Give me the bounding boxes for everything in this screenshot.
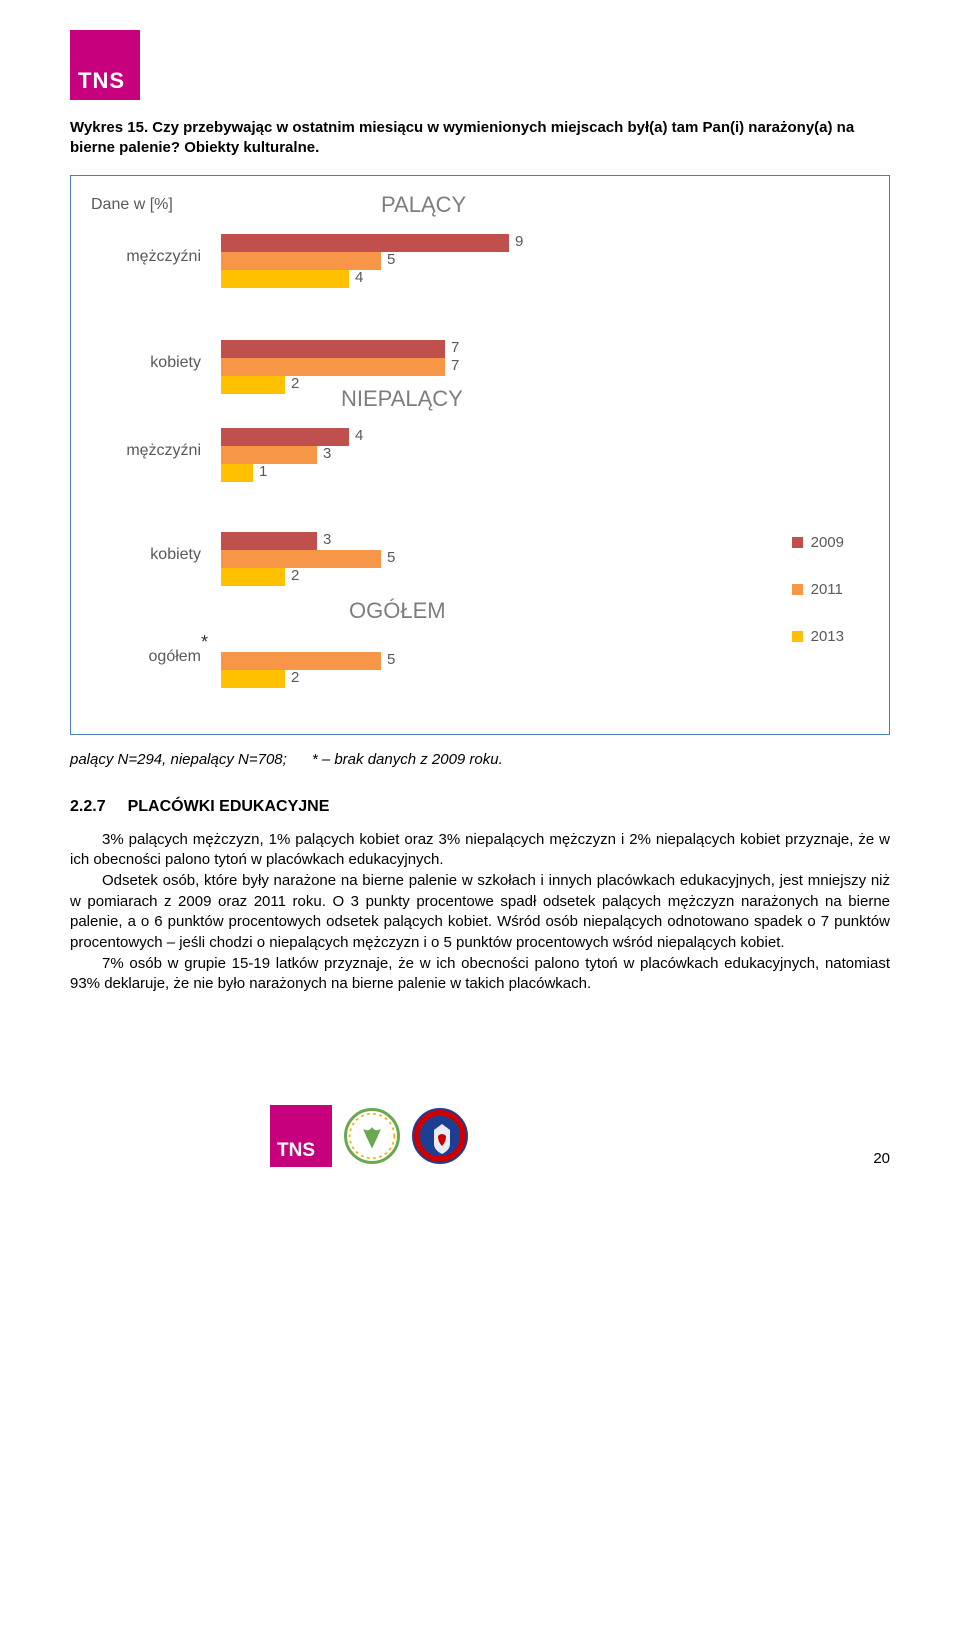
bar-fill (221, 252, 381, 270)
bar-fill (221, 234, 509, 252)
tns-logo: TNS (70, 30, 140, 100)
bar-fill (221, 652, 381, 670)
legend-swatch (792, 584, 803, 595)
chart-category-label: kobiety (91, 354, 201, 372)
page-footer: TNS 20 (70, 1105, 890, 1167)
legend-swatch (792, 631, 803, 642)
body-paragraph: 7% osób w grupie 15-19 latków przyznaje,… (70, 954, 890, 995)
legend-item: 2009 (792, 534, 844, 551)
chart-legend: 2009 2011 2013 (792, 534, 844, 645)
bar-fill (221, 340, 445, 358)
bar-value-label: 1 (259, 463, 267, 480)
tns-logo-text: TNS (78, 68, 125, 94)
bar-value-label: 4 (355, 427, 363, 444)
bar-value-label: 2 (291, 669, 299, 686)
bar-value-label: 7 (451, 339, 459, 356)
body-paragraph: Odsetek osób, które były narażone na bie… (70, 871, 890, 954)
section-title: PLACÓWKI EDUKACYJNE (128, 798, 330, 816)
bar-value-label: 5 (387, 251, 395, 268)
legend-item: 2011 (792, 581, 844, 598)
section-number: 2.2.7 (70, 798, 106, 816)
legend-label: 2013 (811, 628, 844, 645)
note-right: * – brak danych z 2009 roku. (312, 751, 503, 768)
legend-label: 2011 (811, 581, 843, 598)
missing-data-star: * (201, 632, 208, 653)
page-number: 20 (873, 1150, 890, 1167)
bar-fill (221, 550, 381, 568)
legend-label: 2009 (811, 534, 844, 551)
chart-category-label: kobiety (91, 546, 201, 564)
bar-fill (221, 532, 317, 550)
chart-footnote: palący N=294, niepalący N=708; * – brak … (70, 751, 890, 768)
note-left: palący N=294, niepalący N=708; (70, 751, 287, 768)
footer-circle-logo-1 (344, 1108, 400, 1164)
footer-tns-text: TNS (277, 1140, 315, 1162)
footer-circle-logo-2 (412, 1108, 468, 1164)
chart-category-label: Dane w [%] (91, 196, 201, 214)
chart-category-label: ogółem (91, 648, 201, 666)
chart-section-title: NIEPALĄCY (341, 386, 463, 412)
figure-caption: Wykres 15. Czy przebywając w ostatnim mi… (70, 118, 890, 159)
bar-fill (221, 446, 317, 464)
legend-swatch (792, 537, 803, 548)
bar-fill (221, 464, 253, 482)
bar-fill (221, 670, 285, 688)
bar-fill (221, 376, 285, 394)
bar-value-label: 5 (387, 549, 395, 566)
bar-fill (221, 358, 445, 376)
bar-value-label: 3 (323, 445, 331, 462)
chart-section-title: PALĄCY (381, 192, 466, 218)
body-text: 3% palących mężczyzn, 1% palących kobiet… (70, 830, 890, 996)
bar-value-label: 2 (291, 375, 299, 392)
bar-fill (221, 428, 349, 446)
bar-fill (221, 568, 285, 586)
bar-value-label: 2 (291, 567, 299, 584)
bar-value-label: 9 (515, 233, 523, 250)
footer-logos: TNS (270, 1105, 468, 1167)
bar-value-label: 7 (451, 357, 459, 374)
chart-container: PALĄCY Dane w [%] mężczyźni 9 5 4 kobiety 77 2 NI… (70, 175, 890, 735)
legend-item: 2013 (792, 628, 844, 645)
bar-value-label: 5 (387, 651, 395, 668)
chart-category-label: mężczyźni (91, 248, 201, 266)
section-heading: 2.2.7 PLACÓWKI EDUKACYJNE (70, 798, 890, 816)
footer-tns-logo: TNS (270, 1105, 332, 1167)
body-paragraph: 3% palących mężczyzn, 1% palących kobiet… (70, 830, 890, 871)
bar-value-label: 4 (355, 269, 363, 286)
chart-category-label: mężczyźni (91, 442, 201, 460)
bar-fill (221, 270, 349, 288)
chart-section-title: OGÓŁEM (349, 598, 446, 624)
bar-value-label: 3 (323, 531, 331, 548)
